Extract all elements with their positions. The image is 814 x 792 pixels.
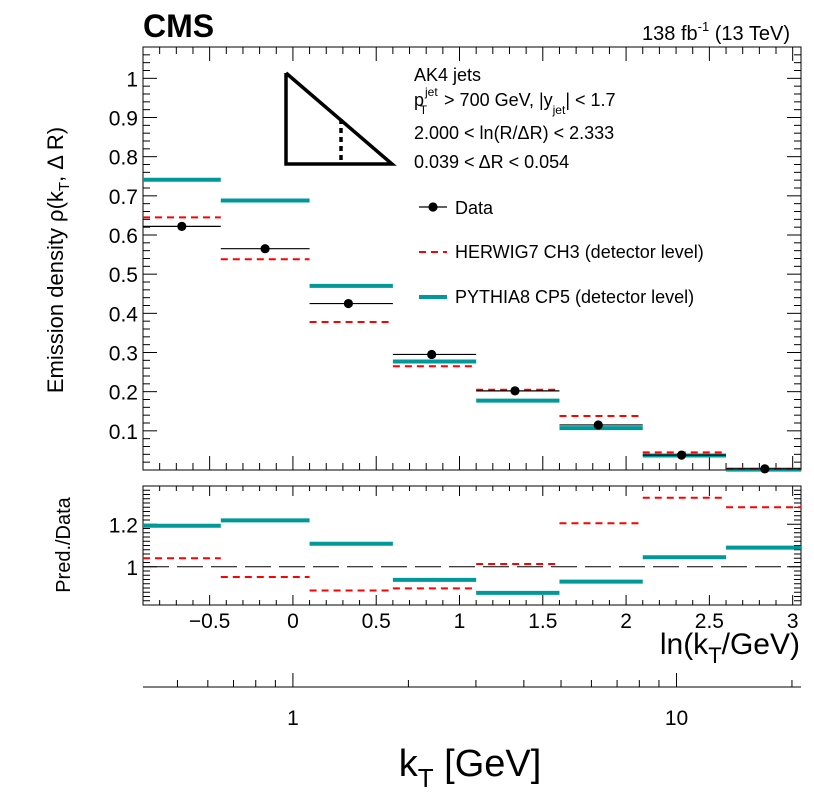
- legend-lnR-range: 2.000 < ln(R/ΔR) < 2.333: [414, 123, 614, 143]
- kt-tick-label: 1: [287, 707, 299, 730]
- main-y-tick-label: 0.2: [109, 382, 138, 405]
- main-y-tick-label: 0.7: [109, 186, 138, 209]
- ratio-y-tick-label: 1.2: [109, 514, 138, 537]
- data-point: [177, 221, 187, 231]
- data-point: [427, 349, 437, 360]
- ratio-y-axis-label: Pred./Data: [53, 496, 75, 592]
- main-x-ticks: [142, 47, 794, 470]
- data-point: [343, 298, 353, 309]
- ratio-x-tick-label: 2.5: [695, 610, 724, 633]
- legend-dR-range: 0.039 < ΔR < 0.054: [414, 152, 569, 172]
- legend-herwig-label: HERWIG7 CH3 (detector level): [455, 242, 704, 262]
- main-y-tick-label: 0.4: [109, 303, 139, 326]
- ratio-x-tick-label: 1: [454, 610, 466, 633]
- ratio-y-ticks: 11.2: [109, 485, 801, 602]
- main-y-tick-label: 1: [126, 68, 138, 91]
- ratio-plot-marks: [143, 496, 801, 595]
- main-y-tick-label: 0.5: [109, 264, 138, 287]
- legend-pt-cut: pjet T > 700 GeV, |yjet| < 1.7: [414, 85, 616, 117]
- main-y-tick-label: 0.6: [109, 225, 138, 248]
- main-y-tick-label: 0.3: [109, 343, 138, 366]
- data-point: [593, 420, 603, 430]
- ratio-x-tick-label: 2: [620, 610, 632, 633]
- legend-pythia-label: PYTHIA8 CP5 (detector level): [455, 287, 694, 307]
- main-y-tick-label: 0.9: [109, 108, 138, 131]
- ratio-x-tick-label: 0.5: [362, 610, 391, 633]
- experiment-label: CMS: [143, 8, 214, 44]
- data-point: [676, 450, 687, 460]
- ratio-x-tick-label: −0.5: [189, 610, 230, 633]
- ratio-x-tick-label: 0: [287, 610, 299, 633]
- lund-triangle-icon: [284, 71, 397, 166]
- kt-axis-ticks: 1 10: [176, 673, 793, 730]
- main-plot-marks: [143, 177, 801, 474]
- data-point: [260, 244, 270, 254]
- ratio-x-tick-label: 1.5: [528, 610, 557, 633]
- luminosity-label: 138 fb-1 (13 TeV): [642, 19, 790, 45]
- legend-data-entry: Data: [419, 198, 494, 218]
- kt-tick-label: 10: [665, 707, 688, 730]
- main-y-tick-label: 0.8: [109, 147, 138, 170]
- main-y-tick-label: 0.1: [109, 421, 138, 444]
- main-y-axis-label: Emission density ρ(kT, Δ R): [43, 127, 73, 393]
- ratio-y-tick-label: 1: [126, 557, 138, 580]
- data-point: [760, 464, 770, 474]
- ratio-panel-frame: [142, 485, 802, 606]
- data-point: [510, 386, 520, 396]
- legend-pythia-entry: PYTHIA8 CP5 (detector level): [419, 287, 694, 307]
- main-y-ticks: 0.1 0.2 0.3 0.4 0.5 0.6 0.7 0.8 0.9 1: [109, 46, 801, 463]
- legend-herwig-entry: HERWIG7 CH3 (detector level): [419, 242, 704, 262]
- legend-data-label: Data: [455, 198, 494, 218]
- kt-axis-label: kT [GeV]: [399, 743, 542, 792]
- ratio-x-ticks: −0.5 0 0.5 1 1.5 2 2.5 3: [142, 486, 799, 633]
- ln-kt-axis-label: ln(kT/GeV): [660, 628, 800, 668]
- ratio-x-tick-label: 3: [787, 610, 799, 633]
- legend-jets: AK4 jets: [414, 65, 481, 85]
